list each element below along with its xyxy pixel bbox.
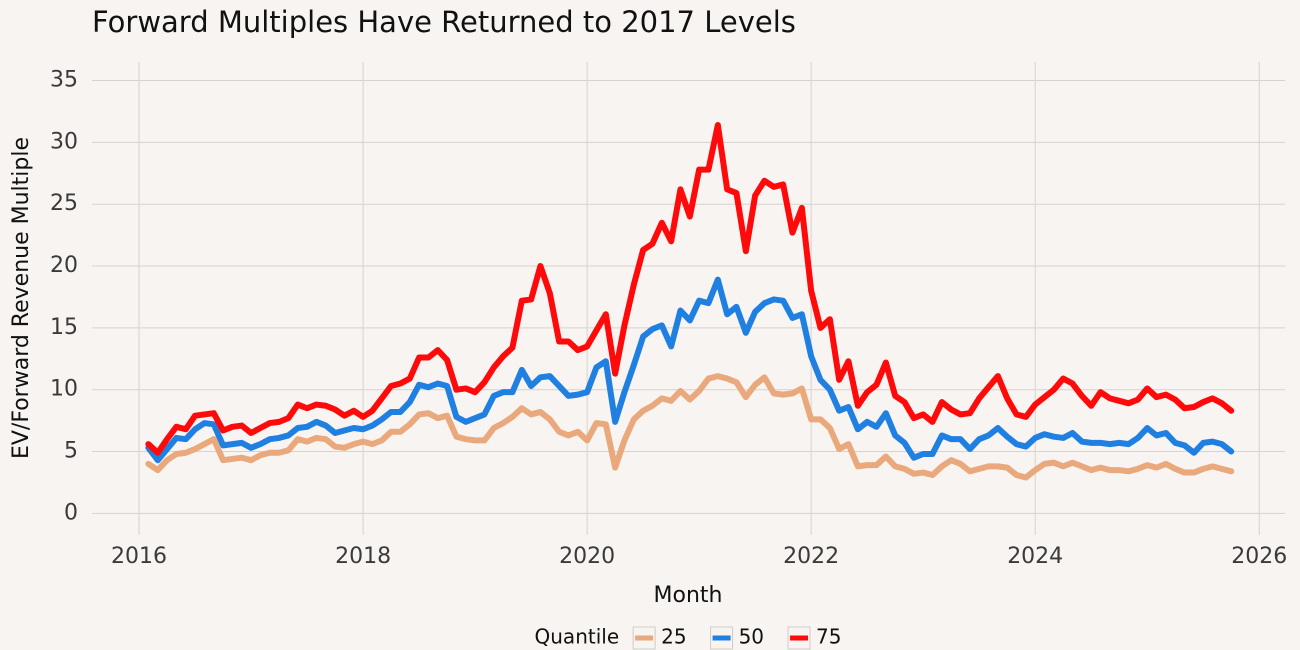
- legend-label: 75: [816, 625, 841, 649]
- series-line: [145, 373, 1235, 481]
- lines: [145, 122, 1235, 481]
- legend-label: 50: [739, 625, 764, 649]
- y-tick-label: 25: [50, 191, 78, 216]
- legend-item: 50: [710, 625, 764, 650]
- x-tick-label: 2026: [1231, 544, 1287, 569]
- y-tick-label: 5: [64, 439, 78, 464]
- y-axis-label: EV/Forward Revenue Multiple: [9, 137, 34, 459]
- grid: 0 5 10 15 20 25 30 35 2016 2018 2020 2022 2024 2026: [50, 62, 1287, 569]
- y-tick-label: 20: [50, 253, 78, 278]
- x-axis-label: Month: [654, 583, 723, 608]
- legend-label: 25: [661, 625, 686, 649]
- x-tick-label: 2024: [1007, 544, 1063, 569]
- series-line: [145, 276, 1235, 464]
- legend-item: 25: [632, 625, 687, 650]
- x-tick-label: 2018: [335, 544, 391, 569]
- series-line: [145, 122, 1235, 456]
- y-tick-label: 10: [50, 377, 78, 402]
- legend-title: Quantile: [535, 625, 620, 649]
- y-tick-label: 0: [64, 500, 78, 525]
- legend: Quantile 25 50 75: [535, 625, 841, 650]
- x-tick-label: 2020: [559, 544, 615, 569]
- x-tick-label: 2016: [111, 544, 167, 569]
- legend-item: 75: [787, 625, 841, 650]
- y-tick-label: 15: [50, 315, 78, 340]
- y-tick-label: 30: [50, 129, 78, 154]
- y-tick-label: 35: [50, 68, 78, 93]
- chart-title: Forward Multiples Have Returned to 2017 …: [92, 5, 796, 39]
- x-tick-label: 2022: [783, 544, 839, 569]
